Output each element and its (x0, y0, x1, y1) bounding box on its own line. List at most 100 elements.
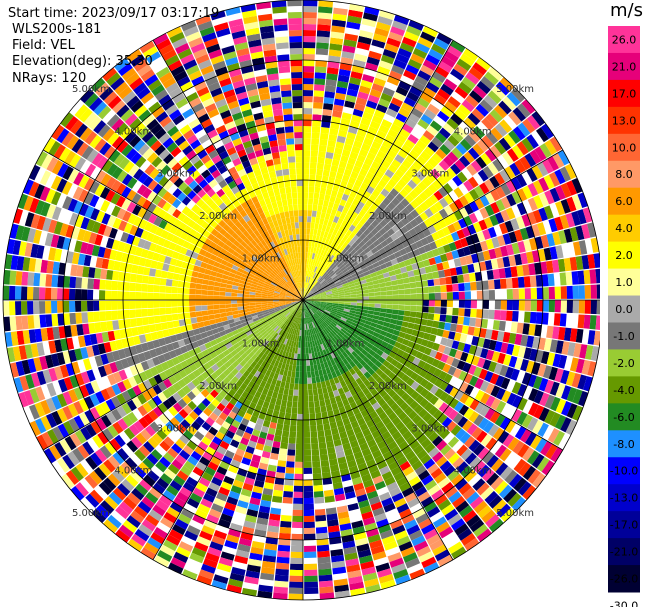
gate-cell (309, 174, 316, 181)
gate-cell (452, 456, 465, 469)
gate-cell (334, 341, 341, 349)
gate-cell (68, 418, 80, 432)
gate-cell (220, 334, 229, 341)
gate-cell (279, 336, 284, 343)
gate-cell (254, 423, 263, 432)
gate-cell (225, 416, 234, 425)
gate-cell (303, 431, 311, 438)
gate-cell (291, 295, 298, 298)
gate-cell (167, 463, 180, 475)
gate-cell (306, 304, 312, 310)
gate-cell (223, 324, 231, 331)
gate-cell (71, 226, 81, 240)
gate-cell (333, 318, 340, 323)
gate-cell (247, 252, 254, 259)
gate-cell (457, 316, 465, 325)
gate-cell (375, 324, 383, 330)
gate-cell (319, 262, 324, 269)
gate-cell (303, 60, 315, 67)
gate-cell (274, 429, 283, 437)
gate-cell (235, 428, 245, 438)
gate-cell (377, 16, 393, 26)
gate-cell (299, 371, 303, 378)
gate-cell (157, 402, 168, 414)
gate-cell (326, 317, 333, 323)
gate-cell (512, 126, 526, 141)
gate-cell (329, 458, 338, 466)
gate-cell (305, 252, 308, 259)
gate-cell (171, 443, 183, 454)
gate-cell (332, 298, 339, 300)
gate-cell (399, 188, 409, 198)
gate-cell (315, 412, 322, 420)
gate-cell (257, 268, 265, 274)
gate-cell (237, 309, 245, 314)
gate-cell (337, 387, 345, 396)
gate-cell (94, 404, 106, 417)
gate-cell (81, 300, 88, 312)
gate-cell (428, 194, 439, 205)
gate-cell (583, 314, 591, 329)
gate-cell (434, 351, 444, 361)
gate-cell (307, 310, 312, 317)
gate-cell (226, 332, 234, 339)
gate-cell (281, 343, 286, 351)
gate-cell (306, 323, 310, 330)
gate-cell (329, 37, 344, 46)
gate-cell (313, 90, 325, 98)
gate-cell (120, 358, 130, 369)
gate-cell (398, 305, 405, 311)
gate-cell (392, 263, 400, 270)
gate-cell (255, 304, 262, 308)
gate-cell (367, 224, 375, 232)
gate-cell (216, 322, 224, 328)
gate-cell (48, 367, 58, 382)
gate-cell (95, 210, 106, 223)
gate-cell (162, 489, 176, 502)
gate-cell (306, 282, 310, 289)
gate-cell (225, 284, 233, 289)
gate-cell (234, 320, 242, 326)
gate-cell (157, 237, 166, 247)
gate-cell (458, 195, 469, 207)
gate-cell (465, 94, 479, 108)
gate-cell (581, 359, 591, 375)
gate-cell (332, 202, 340, 211)
gate-cell (324, 194, 331, 202)
gate-cell (368, 349, 376, 357)
gate-cell (415, 170, 426, 181)
gate-cell (285, 303, 292, 306)
gate-cell (484, 179, 495, 192)
gate-cell (569, 256, 578, 271)
gate-cell (429, 539, 444, 551)
gate-cell (288, 307, 294, 312)
gate-cell (298, 305, 301, 312)
gate-cell (382, 359, 391, 368)
gate-cell (595, 315, 600, 330)
gate-cell (85, 493, 100, 508)
gate-cell (215, 336, 223, 344)
gate-cell (326, 296, 333, 299)
gate-cell (303, 84, 314, 91)
gate-cell (261, 346, 268, 354)
gate-cell (269, 452, 279, 461)
gate-cell (154, 323, 163, 332)
gate-cell (208, 280, 215, 286)
gate-cell (493, 279, 501, 290)
gate-cell (280, 399, 288, 407)
gate-cell (308, 395, 314, 402)
gate-cell (256, 342, 263, 350)
gate-cell (351, 476, 363, 486)
gate-cell (87, 311, 95, 323)
gate-cell (326, 440, 335, 449)
gate-cell (586, 222, 597, 238)
gate-cell (234, 555, 249, 565)
gate-cell (152, 292, 160, 300)
gate-cell (324, 354, 330, 362)
gate-cell (326, 295, 333, 298)
gate-cell (243, 287, 251, 292)
gate-cell (375, 368, 384, 377)
gate-cell (263, 482, 274, 490)
gate-cell (403, 310, 411, 317)
gate-cell (338, 517, 351, 526)
